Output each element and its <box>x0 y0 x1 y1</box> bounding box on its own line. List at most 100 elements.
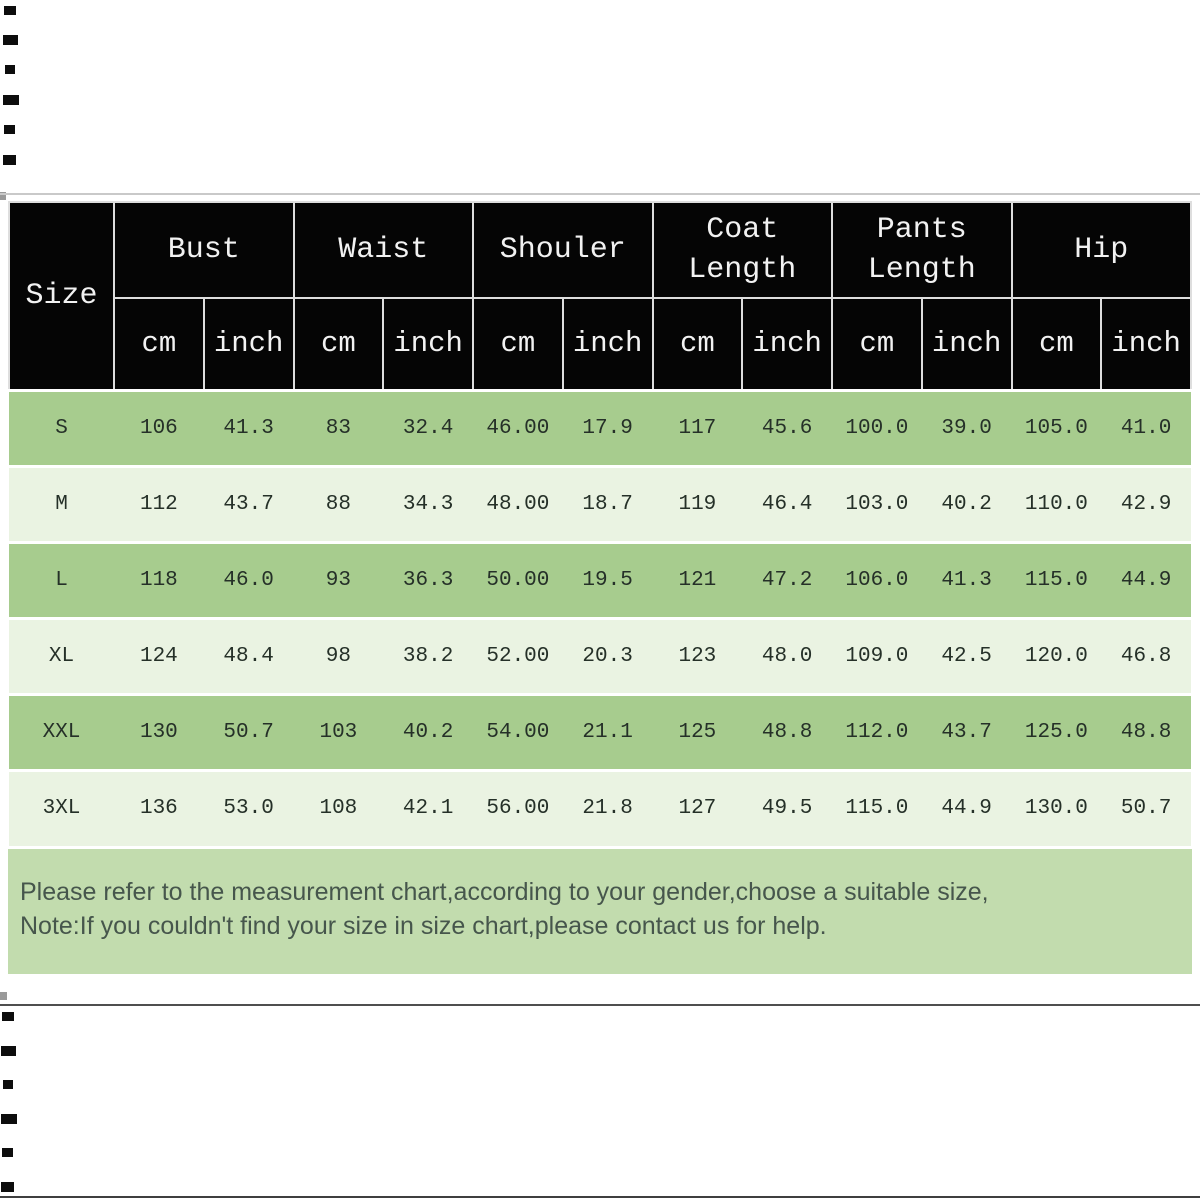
measurement-cell: 40.2 <box>921 464 1012 542</box>
measurement-cell: 88 <box>293 464 384 542</box>
measurement-cell: 100.0 <box>832 388 922 466</box>
measurement-cell: 46.8 <box>1101 616 1191 694</box>
artifact-mark <box>3 95 19 105</box>
measurement-cell: 17.9 <box>562 388 653 466</box>
measurement-cell: 21.1 <box>562 692 653 770</box>
artifact-mark <box>1 1114 17 1124</box>
measurement-cell: 103.0 <box>832 464 922 542</box>
measurement-cell: 112.0 <box>832 692 922 770</box>
measurement-cell: 130.0 <box>1011 768 1102 846</box>
measurement-cell: 53.0 <box>203 768 294 846</box>
measurement-cell: 54.00 <box>473 692 563 770</box>
measurement-cell: 119 <box>652 464 743 542</box>
artifact-mark <box>1 1182 14 1192</box>
column-header-size: Size <box>8 201 115 391</box>
artifact-mark <box>2 1148 13 1157</box>
table-header: Size Bust Waist Shouler Coat Length Pants Le… <box>8 201 1192 391</box>
measurement-cell: 50.00 <box>473 540 563 618</box>
measurement-cell: 49.5 <box>742 768 832 846</box>
size-label: L <box>9 540 114 618</box>
size-chart: Size Bust Waist Shouler Coat Length Pants Le… <box>8 201 1192 974</box>
measurement-cell: 43.7 <box>921 692 1012 770</box>
artifact-mark <box>1 1046 16 1056</box>
measurement-cell: 136 <box>114 768 204 846</box>
unit-header-inch: inch <box>202 297 295 391</box>
measurement-cell: 112 <box>114 464 204 542</box>
measurement-cell: 32.4 <box>383 388 473 466</box>
unit-header-cm: cm <box>831 297 923 391</box>
artifact-mark <box>5 65 15 74</box>
measurement-cell: 48.00 <box>473 464 563 542</box>
size-label: XL <box>9 616 114 694</box>
artifact-mark <box>3 155 16 165</box>
table-row-s: S 106 41.3 83 32.4 46.00 17.9 117 45.6 100.0 39.0 1… <box>9 388 1191 466</box>
column-header-pants-length: Pants Length <box>831 201 1013 299</box>
measurement-cell: 52.00 <box>473 616 563 694</box>
measurement-cell: 127 <box>652 768 743 846</box>
measurement-cell: 46.0 <box>203 540 294 618</box>
column-header-bust: Bust <box>113 201 295 299</box>
artifact-mark <box>2 1012 14 1021</box>
artifact-mark <box>4 6 16 15</box>
bottom-edge-line <box>0 1196 1200 1198</box>
measurement-cell: 50.7 <box>1101 768 1191 846</box>
measurement-cell: 42.9 <box>1101 464 1191 542</box>
column-header-hip: Hip <box>1010 201 1192 299</box>
table-row-3xl: 3XL 136 53.0 108 42.1 56.00 21.8 127 49.5 115.0 44… <box>9 768 1191 846</box>
measurement-cell: 110.0 <box>1011 464 1102 542</box>
table-body: S 106 41.3 83 32.4 46.00 17.9 117 45.6 100.0 39.0 1… <box>9 388 1191 846</box>
artifact-mark <box>0 992 7 1000</box>
size-label: M <box>9 464 114 542</box>
measurement-cell: 120.0 <box>1011 616 1102 694</box>
measurement-cell: 48.4 <box>203 616 294 694</box>
measurement-cell: 45.6 <box>742 388 832 466</box>
unit-header-cm: cm <box>651 297 744 391</box>
measurement-cell: 106 <box>114 388 204 466</box>
unit-header-inch: inch <box>741 297 833 391</box>
artifact-mark <box>4 125 15 134</box>
column-header-coat-length: Coat Length <box>651 201 833 299</box>
measurement-cell: 41.0 <box>1101 388 1191 466</box>
size-label: XXL <box>9 692 114 770</box>
measurement-cell: 40.2 <box>383 692 473 770</box>
size-label: S <box>9 388 114 466</box>
measurement-cell: 21.8 <box>562 768 653 846</box>
measurement-cell: 118 <box>114 540 204 618</box>
unit-header-inch: inch <box>920 297 1013 391</box>
unit-header-inch: inch <box>561 297 654 391</box>
unit-header-inch: inch <box>382 297 474 391</box>
measurement-cell: 46.4 <box>742 464 832 542</box>
measurement-cell: 43.7 <box>203 464 294 542</box>
measurement-cell: 41.3 <box>203 388 294 466</box>
measurement-cell: 93 <box>293 540 384 618</box>
measurement-cell: 48.8 <box>1101 692 1191 770</box>
header-group-row: Size Bust Waist Shouler Coat Length Pants Le… <box>8 201 1192 391</box>
measurement-cell: 106.0 <box>832 540 922 618</box>
measurement-cell: 103 <box>293 692 384 770</box>
measurement-cell: 108 <box>293 768 384 846</box>
measurement-cell: 83 <box>293 388 384 466</box>
measurement-cell: 115.0 <box>832 768 922 846</box>
table-row-xl: XL 124 48.4 98 38.2 52.00 20.3 123 48.0 109.0 42.5… <box>9 616 1191 694</box>
measurement-cell: 41.3 <box>921 540 1012 618</box>
measurement-cell: 48.8 <box>742 692 832 770</box>
measurement-cell: 56.00 <box>473 768 563 846</box>
measurement-cell: 39.0 <box>921 388 1012 466</box>
unit-header-cm: cm <box>472 297 564 391</box>
table-row-m: M 112 43.7 88 34.3 48.00 18.7 119 46.4 103.0 40.2 1… <box>9 464 1191 542</box>
artifact-mark <box>3 35 18 45</box>
measurement-cell: 38.2 <box>383 616 473 694</box>
unit-header-cm: cm <box>1010 297 1103 391</box>
measurement-cell: 44.9 <box>1101 540 1191 618</box>
measurement-cell: 105.0 <box>1011 388 1102 466</box>
measurement-cell: 121 <box>652 540 743 618</box>
artifact-mark <box>0 192 6 200</box>
size-label: 3XL <box>9 768 114 846</box>
column-header-shouler: Shouler <box>472 201 654 299</box>
top-divider-line <box>0 193 1200 195</box>
measurement-cell: 44.9 <box>921 768 1012 846</box>
size-note-line-1: Please refer to the measurement chart,ac… <box>20 878 989 906</box>
measurement-cell: 48.0 <box>742 616 832 694</box>
table-row-xxl: XXL 130 50.7 103 40.2 54.00 21.1 125 48.8 112.0 43… <box>9 692 1191 770</box>
